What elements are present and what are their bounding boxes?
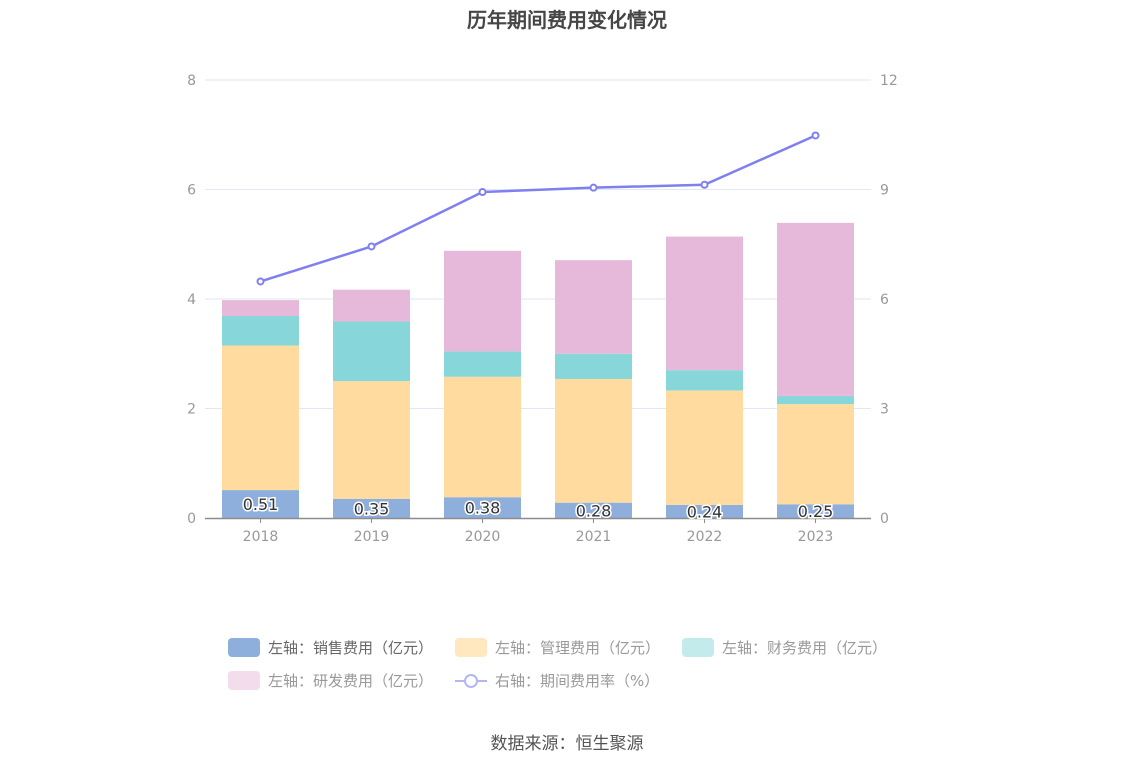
y-right-tick-label: 9 [880, 183, 889, 199]
bar-segment-2-2019 [333, 321, 410, 382]
bar-segment-0-2023 [777, 504, 854, 518]
bar-segment-3-2018 [222, 300, 299, 316]
data-source-note: 数据来源：恒生聚源 [490, 734, 644, 754]
line-point-2020 [478, 188, 487, 197]
bar-segment-0-2018 [222, 490, 299, 518]
legend-label-rnd: 左轴：研发费用（亿元） [268, 672, 434, 690]
legend-item-expense-rate[interactable]: 右轴：期间费用率（%） [455, 670, 659, 691]
data-label-sales-2020: 0.38 [465, 499, 501, 518]
chart-title: 历年期间费用变化情况 [467, 8, 667, 32]
bar-segment-1-2022 [666, 390, 743, 505]
bar-segment-3-2023 [777, 222, 854, 396]
data-label-sales-2023: 0.25 [798, 502, 834, 521]
legend-swatch-admin [455, 638, 488, 657]
bar-segment-3-2019 [333, 289, 410, 322]
bar-segment-3-2022 [666, 236, 743, 371]
x-tick-label-2022: 2022 [687, 529, 723, 545]
bar-segment-0-2019 [333, 498, 410, 518]
bar-segment-2-2023 [777, 395, 854, 405]
y-left-tick-label: 8 [187, 73, 196, 89]
legend-label-finance: 左轴：财务费用（亿元） [722, 639, 888, 657]
bar-segment-0-2020 [444, 497, 521, 518]
line-point-2022 [700, 180, 709, 189]
y-left-tick-label: 2 [187, 402, 196, 418]
data-label-sales-2021: 0.28 [576, 501, 612, 520]
data-label-sales-2019: 0.35 [354, 499, 390, 518]
data-label-sales-2022: 0.24 [687, 502, 723, 521]
bar-segment-1-2018 [222, 345, 299, 491]
legend-label-expense-rate: 右轴：期间费用率（%） [495, 672, 660, 690]
y-right-tick-label: 12 [880, 73, 898, 89]
bar-segment-1-2023 [777, 404, 854, 505]
x-tick-label-2021: 2021 [576, 529, 612, 545]
legend-item-sales[interactable]: 左轴：销售费用（亿元） [228, 637, 433, 658]
y-left-tick-label: 4 [187, 292, 196, 308]
bar-segment-1-2021 [555, 378, 632, 503]
legend-row-1: 左轴：销售费用（亿元） 左轴：管理费用（亿元） 左轴：财务费用（亿元） [228, 631, 928, 664]
x-tick-label-2020: 2020 [465, 529, 501, 545]
x-tick-label-2018: 2018 [243, 529, 279, 545]
x-tick-label-2023: 2023 [798, 529, 834, 545]
bar-segment-1-2019 [333, 381, 410, 499]
chart-legend: 左轴：销售费用（亿元） 左轴：管理费用（亿元） 左轴：财务费用（亿元） 左轴：研… [228, 631, 928, 697]
bar-segment-0-2022 [666, 504, 743, 518]
line-point-2021 [589, 183, 598, 192]
legend-item-rnd[interactable]: 左轴：研发费用（亿元） [228, 670, 433, 691]
y-right-tick-label: 6 [880, 292, 889, 308]
legend-label-admin: 左轴：管理费用（亿元） [495, 639, 661, 657]
legend-swatch-rnd [228, 671, 260, 690]
legend-swatch-sales [228, 638, 260, 657]
legend-label-sales: 左轴：销售费用（亿元） [268, 639, 434, 657]
line-point-2023 [811, 131, 820, 140]
chart-plot: 0 0 2 3 4 6 6 9 8 12 2018 2019 2020 2021 2022 2023 0.51 0… [187, 73, 898, 545]
data-label-sales-2018: 0.51 [243, 495, 279, 514]
line-point-2018 [256, 277, 265, 286]
bar-segment-3-2020 [444, 250, 521, 352]
bar-segment-2-2021 [555, 353, 632, 379]
bar-segment-2-2020 [444, 351, 521, 377]
bar-segment-0-2021 [555, 502, 632, 518]
bar-segment-1-2020 [444, 376, 521, 498]
x-tick-label-2019: 2019 [354, 529, 390, 545]
legend-item-finance[interactable]: 左轴：财务费用（亿元） [682, 637, 887, 658]
bar-segment-2-2022 [666, 370, 743, 391]
legend-line-marker-icon [455, 671, 488, 690]
line-series-expense-rate [260, 134, 817, 283]
y-left-tick-label: 0 [187, 511, 196, 527]
y-right-tick-label: 3 [880, 402, 889, 418]
bar-segment-2-2018 [222, 315, 299, 346]
legend-row-2: 左轴：研发费用（亿元） 右轴：期间费用率（%） [228, 664, 928, 697]
y-left-tick-label: 6 [187, 183, 196, 199]
y-right-tick-label: 0 [880, 511, 889, 527]
line-point-2019 [367, 242, 376, 251]
legend-swatch-finance [682, 638, 715, 657]
legend-item-admin[interactable]: 左轴：管理费用（亿元） [455, 637, 660, 658]
bar-segment-3-2021 [555, 260, 632, 354]
